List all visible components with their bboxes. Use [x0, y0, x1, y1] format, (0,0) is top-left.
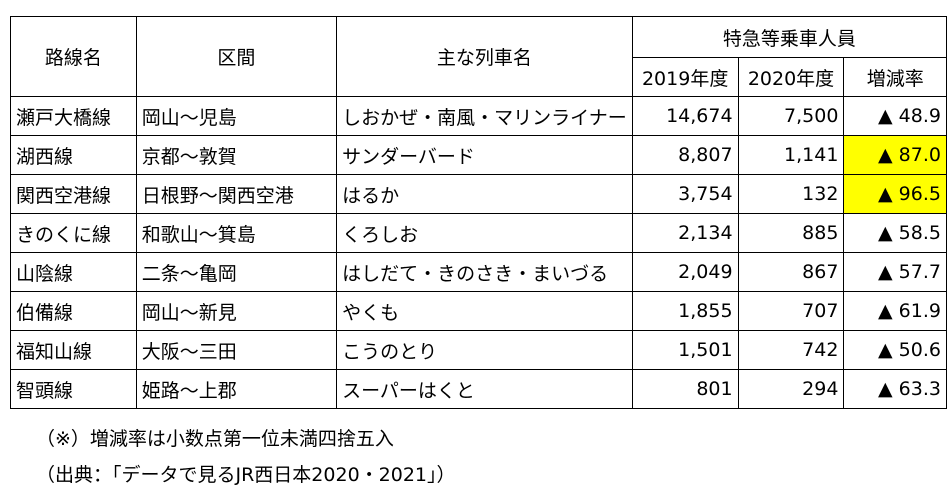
- cell-2020: 885: [737, 213, 845, 253]
- cell-trains: やくも: [336, 291, 633, 331]
- cell-line: 山陰線: [10, 252, 137, 292]
- cell-2020: 707: [737, 291, 845, 331]
- cell-2020: 132: [737, 174, 845, 214]
- cell-line: 関西空港線: [10, 174, 137, 214]
- cell-change: ▲ 87.0: [843, 135, 947, 175]
- cell-change: ▲ 50.6: [843, 330, 947, 370]
- cell-trains: くろしお: [336, 213, 633, 253]
- cell-line: 湖西線: [10, 135, 137, 175]
- header-line: 路線名: [10, 16, 137, 97]
- cell-section: 大阪～三田: [135, 330, 338, 370]
- cell-section: 和歌山～箕島: [135, 213, 338, 253]
- cell-2019: 8,807: [631, 135, 739, 175]
- cell-2019: 1,855: [631, 291, 739, 331]
- cell-trains: はしだて・きのさき・まいづる: [336, 252, 633, 292]
- header-ridership-group: 特急等乗車人員: [631, 16, 947, 58]
- cell-2020: 7,500: [737, 96, 845, 136]
- cell-2020: 867: [737, 252, 845, 292]
- cell-trains: スーパーはくと: [336, 369, 633, 409]
- cell-section: 岡山～新見: [135, 291, 338, 331]
- cell-line: 伯備線: [10, 291, 137, 331]
- cell-section: 京都～敦賀: [135, 135, 338, 175]
- cell-change: ▲ 96.5: [843, 174, 947, 214]
- cell-change: ▲ 63.3: [843, 369, 947, 409]
- table-row: 湖西線 京都～敦賀 サンダーバード 8,807 1,141 ▲ 87.0: [10, 135, 947, 175]
- header-change: 増減率: [843, 57, 947, 97]
- header-2019: 2019年度: [631, 57, 739, 97]
- header-2020: 2020年度: [737, 57, 845, 97]
- cell-line: きのくに線: [10, 213, 137, 253]
- header-section: 区間: [135, 16, 338, 97]
- cell-2019: 14,674: [631, 96, 739, 136]
- cell-section: 姫路～上郡: [135, 369, 338, 409]
- cell-trains: サンダーバード: [336, 135, 633, 175]
- rounding-note: （※）増減率は小数点第一位未満四捨五入: [36, 428, 394, 450]
- cell-trains: こうのとり: [336, 330, 633, 370]
- cell-section: 岡山～児島: [135, 96, 338, 136]
- cell-change: ▲ 57.7: [843, 252, 947, 292]
- table-row: 山陰線 二条～亀岡 はしだて・きのさき・まいづる 2,049 867 ▲ 57.…: [10, 252, 947, 292]
- table-row: 瀬戸大橋線 岡山～児島 しおかぜ・南風・マリンライナー 14,674 7,500…: [10, 96, 947, 136]
- cell-2019: 2,049: [631, 252, 739, 292]
- cell-line: 智頭線: [10, 369, 137, 409]
- table-row: 智頭線 姫路～上郡 スーパーはくと 801 294 ▲ 63.3: [10, 369, 947, 409]
- cell-section: 日根野～関西空港: [135, 174, 338, 214]
- cell-line: 瀬戸大橋線: [10, 96, 137, 136]
- cell-2019: 3,754: [631, 174, 739, 214]
- table-row: 関西空港線 日根野～関西空港 はるか 3,754 132 ▲ 96.5: [10, 174, 947, 214]
- cell-2020: 294: [737, 369, 845, 409]
- cell-2019: 1,501: [631, 330, 739, 370]
- table-row: きのくに線 和歌山～箕島 くろしお 2,134 885 ▲ 58.5: [10, 213, 947, 253]
- table-row: 福知山線 大阪～三田 こうのとり 1,501 742 ▲ 50.6: [10, 330, 947, 370]
- ridership-table: 路線名 区間 主な列車名 特急等乗車人員 2019年度 2020年度 増減率 瀬…: [10, 16, 947, 409]
- cell-change: ▲ 61.9: [843, 291, 947, 331]
- cell-2019: 801: [631, 369, 739, 409]
- cell-section: 二条～亀岡: [135, 252, 338, 292]
- cell-change: ▲ 58.5: [843, 213, 947, 253]
- cell-trains: はるか: [336, 174, 633, 214]
- source-note: （出典：「データで見るJR西日本2020・2021」）: [36, 464, 456, 486]
- cell-trains: しおかぜ・南風・マリンライナー: [336, 96, 633, 136]
- cell-2020: 742: [737, 330, 845, 370]
- table-row: 伯備線 岡山～新見 やくも 1,855 707 ▲ 61.9: [10, 291, 947, 331]
- cell-2020: 1,141: [737, 135, 845, 175]
- cell-2019: 2,134: [631, 213, 739, 253]
- header-trains: 主な列車名: [336, 16, 633, 97]
- cell-change: ▲ 48.9: [843, 96, 947, 136]
- cell-line: 福知山線: [10, 330, 137, 370]
